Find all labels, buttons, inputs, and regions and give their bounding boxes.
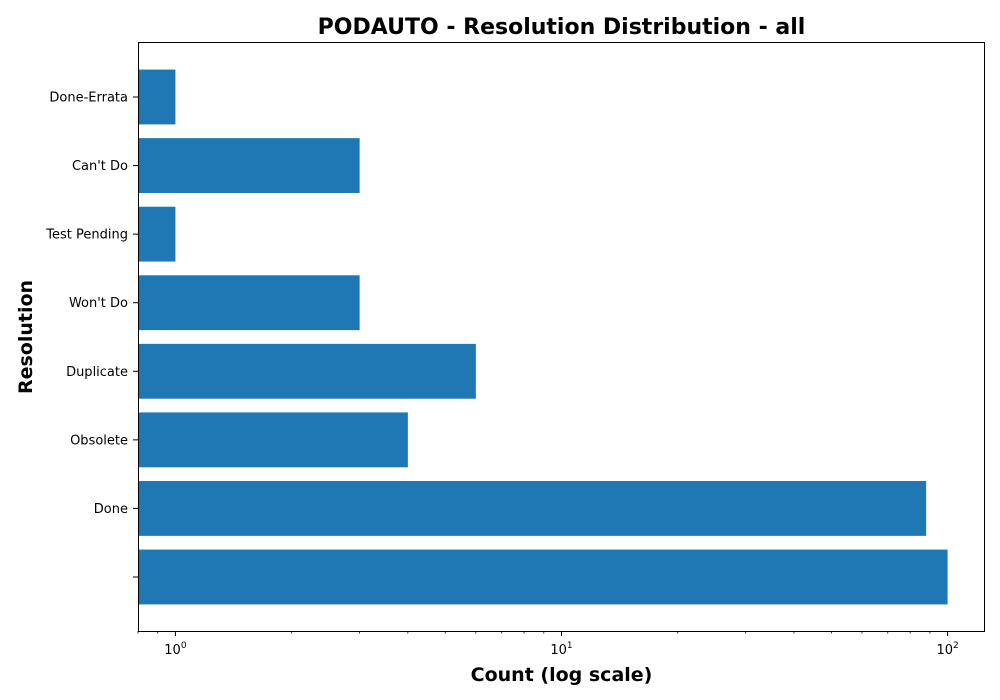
plot-frame <box>138 42 985 632</box>
y-tick-label: Obsolete <box>70 433 128 448</box>
x-tick-label: 102 <box>936 641 958 658</box>
chart-title: PODAUTO - Resolution Distribution - all <box>318 15 806 40</box>
ticks-layer: Done Obsolete Duplicate Won't Do Test Pendin… <box>45 91 958 659</box>
y-tick-label: Can't Do <box>72 159 128 174</box>
bar <box>138 206 176 262</box>
y-tick-label: Won't Do <box>69 296 128 311</box>
y-tick-label: Duplicate <box>66 365 128 380</box>
bar <box>138 138 360 193</box>
x-axis-title: Count (log scale) <box>471 664 653 686</box>
y-axis-title: Resolution <box>15 280 37 394</box>
x-tick-label: 100 <box>164 641 187 658</box>
bar <box>138 481 927 536</box>
y-tick-label: Done <box>94 502 128 517</box>
y-tick-label: Done-Errata <box>49 91 128 106</box>
x-tick-label: 101 <box>550 641 572 658</box>
bar <box>138 549 948 605</box>
bar <box>138 343 476 399</box>
y-tick-label: Test Pending <box>45 228 128 243</box>
bar <box>138 412 408 468</box>
bars-layer <box>138 69 948 605</box>
bar <box>138 275 360 331</box>
bar <box>138 69 176 125</box>
